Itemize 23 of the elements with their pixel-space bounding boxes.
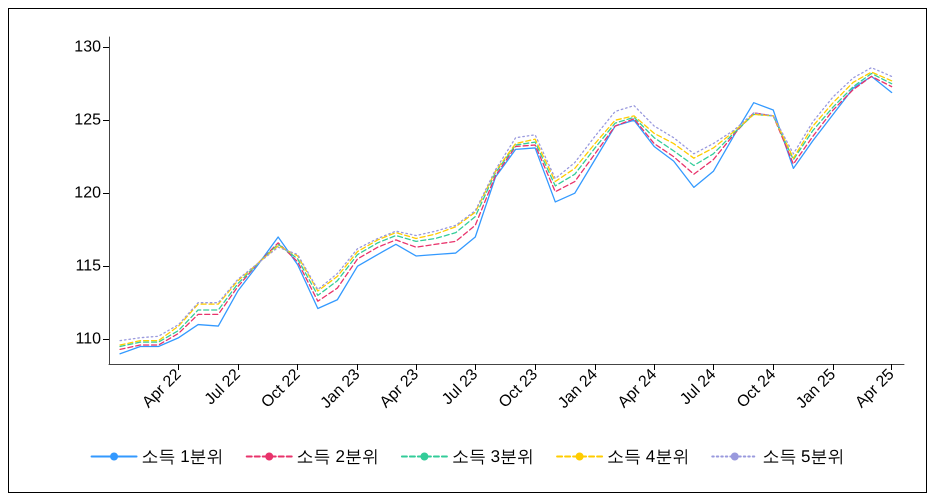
x-tick-label: Apr 23: [376, 366, 422, 412]
x-tick-label: Jan 23: [318, 366, 364, 412]
y-tick-label: 115: [75, 258, 102, 275]
legend-label: 소득 5분위: [762, 447, 844, 466]
x-tick-label: Jul 22: [202, 366, 244, 408]
x-tick-label: Jul 24: [677, 366, 720, 408]
y-tick-label: 125: [74, 112, 102, 129]
legend-label: 소득 1분위: [142, 447, 224, 466]
y-tick-label: 110: [75, 330, 102, 348]
x-tick-label: Apr 22: [139, 366, 185, 412]
legend-label: 소득 4분위: [607, 447, 690, 466]
x-tick-label: Apr 25: [852, 366, 898, 412]
x-tick-label: Apr 24: [614, 366, 660, 412]
y-tick-label: 120: [74, 184, 102, 202]
y-tick-label: 130: [74, 38, 102, 56]
legend-label: 소득 3분위: [452, 447, 534, 466]
x-tick-label: Oct 23: [496, 366, 542, 412]
legend-label: 소득 2분위: [296, 447, 379, 466]
x-tick-label: Jan 24: [555, 366, 602, 412]
x-tick-label: Jul 23: [439, 366, 482, 408]
x-tick-label: Jan 25: [793, 366, 840, 412]
x-tick-label: Oct 24: [734, 366, 780, 412]
x-tick-label: Oct 22: [258, 366, 304, 412]
